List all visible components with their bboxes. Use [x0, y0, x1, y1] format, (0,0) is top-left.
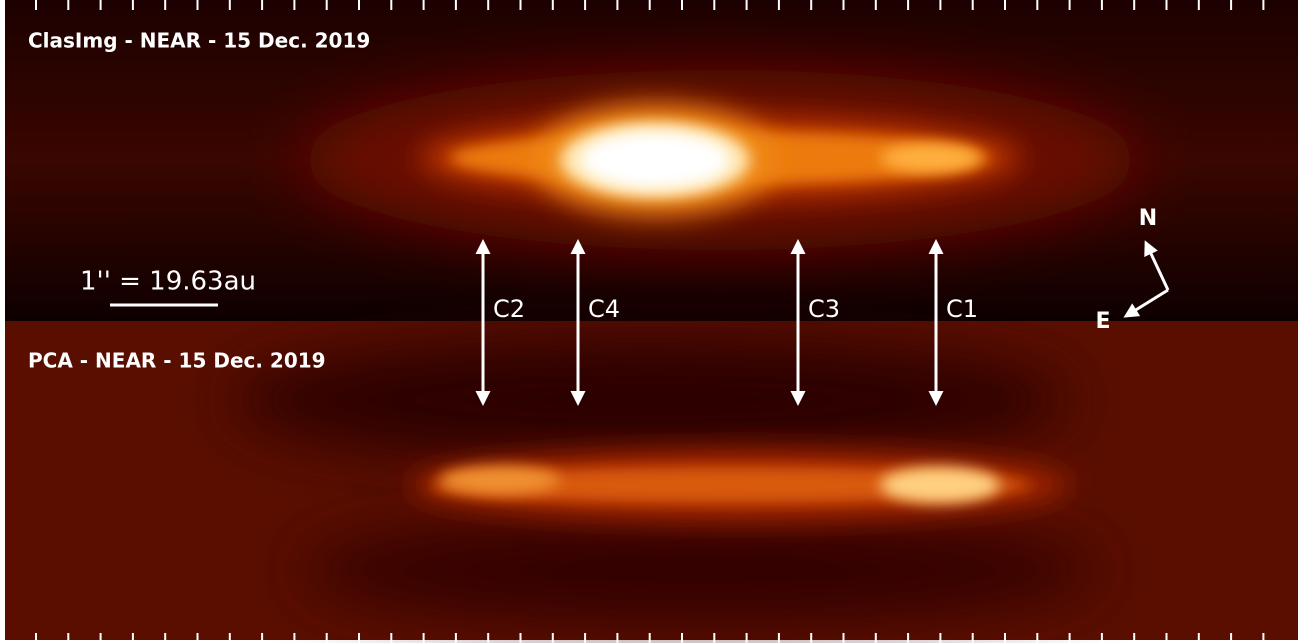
compass — [1123, 240, 1170, 318]
panel-label: ClasImg - NEAR - 15 Dec. 2019 — [28, 29, 370, 53]
tick-marks — [35, 0, 1265, 643]
compass-arrow — [1144, 240, 1170, 291]
feature-label: C2 — [493, 295, 525, 323]
feature-label: C1 — [946, 295, 978, 323]
feature-arrows — [475, 239, 944, 406]
compass-label: N — [1139, 206, 1157, 231]
compass-arrow — [1123, 288, 1169, 318]
scale-label: 1'' = 19.63au — [80, 267, 256, 297]
feature-label: C4 — [588, 295, 620, 323]
feature-label: C3 — [808, 295, 840, 323]
compass-label: E — [1095, 309, 1110, 334]
panel-label: PCA - NEAR - 15 Dec. 2019 — [28, 349, 326, 373]
top-panel — [5, 0, 1298, 321]
bottom-panel — [5, 321, 1298, 640]
